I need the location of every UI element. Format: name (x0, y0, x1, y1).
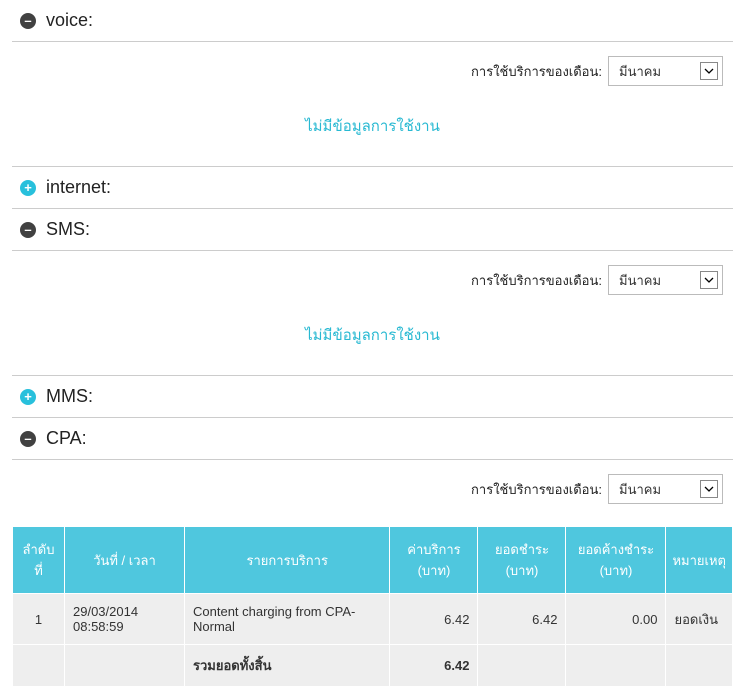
section-title: voice: (46, 10, 93, 31)
section-header-voice[interactable]: – voice: (12, 0, 733, 42)
panel-sms: การใช้บริการของเดือน: มีนาคม ไม่มีข้อมูล… (12, 251, 733, 376)
section-title: internet: (46, 177, 111, 198)
panel-cpa: การใช้บริการของเดือน: มีนาคม ลำดับที่ วั… (12, 460, 733, 687)
cell-empty (65, 645, 185, 687)
chevron-down-icon (700, 480, 718, 498)
section-header-sms[interactable]: – SMS: (12, 208, 733, 251)
cell-empty (13, 645, 65, 687)
cell-desc: Content charging from CPA-Normal (185, 594, 390, 645)
cell-total-fee: 6.42 (390, 645, 478, 687)
col-note: หมายเหตุ (666, 527, 733, 594)
col-seq: ลำดับที่ (13, 527, 65, 594)
cell-empty (666, 645, 733, 687)
section-header-internet[interactable]: + internet: (12, 167, 733, 208)
cell-empty (566, 645, 666, 687)
cell-paid: 6.42 (478, 594, 566, 645)
cell-outstanding: 0.00 (566, 594, 666, 645)
month-select[interactable]: มีนาคม (608, 265, 723, 295)
expand-icon: + (20, 180, 36, 196)
no-data-message: ไม่มีข้อมูลการใช้งาน (12, 86, 733, 138)
chevron-down-icon (700, 271, 718, 289)
col-fee: ค่าบริการ (บาท) (390, 527, 478, 594)
col-datetime: วันที่ / เวลา (65, 527, 185, 594)
section-header-mms[interactable]: + MMS: (12, 376, 733, 417)
month-selector-row: การใช้บริการของเดือน: มีนาคม (12, 54, 733, 86)
col-outstanding: ยอดค้างชำระ (บาท) (566, 527, 666, 594)
col-desc: รายการบริการ (185, 527, 390, 594)
expand-icon: + (20, 389, 36, 405)
table-total-row: รวมยอดทั้งสิ้น 6.42 (13, 645, 733, 687)
cell-seq: 1 (13, 594, 65, 645)
month-selector-row: การใช้บริการของเดือน: มีนาคม (12, 263, 733, 295)
section-title: CPA: (46, 428, 87, 449)
month-value: มีนาคม (619, 479, 661, 500)
section-header-cpa[interactable]: – CPA: (12, 417, 733, 460)
cell-datetime: 29/03/2014 08:58:59 (65, 594, 185, 645)
no-data-message: ไม่มีข้อมูลการใช้งาน (12, 295, 733, 347)
month-select[interactable]: มีนาคม (608, 474, 723, 504)
panel-voice: การใช้บริการของเดือน: มีนาคม ไม่มีข้อมูล… (12, 42, 733, 167)
col-paid: ยอดชำระ (บาท) (478, 527, 566, 594)
collapse-icon: – (20, 13, 36, 29)
table-header-row: ลำดับที่ วันที่ / เวลา รายการบริการ ค่าบ… (13, 527, 733, 594)
month-label: การใช้บริการของเดือน: (471, 270, 602, 291)
month-selector-row: การใช้บริการของเดือน: มีนาคม (12, 472, 733, 504)
cell-note: ยอดเงิน (666, 594, 733, 645)
section-title: MMS: (46, 386, 93, 407)
table-row: 1 29/03/2014 08:58:59 Content charging f… (13, 594, 733, 645)
section-title: SMS: (46, 219, 90, 240)
cpa-table: ลำดับที่ วันที่ / เวลา รายการบริการ ค่าบ… (12, 526, 733, 687)
month-value: มีนาคม (619, 61, 661, 82)
month-select[interactable]: มีนาคม (608, 56, 723, 86)
chevron-down-icon (700, 62, 718, 80)
collapse-icon: – (20, 222, 36, 238)
cell-empty (478, 645, 566, 687)
month-label: การใช้บริการของเดือน: (471, 61, 602, 82)
cell-total-label: รวมยอดทั้งสิ้น (185, 645, 390, 687)
collapse-icon: – (20, 431, 36, 447)
month-label: การใช้บริการของเดือน: (471, 479, 602, 500)
month-value: มีนาคม (619, 270, 661, 291)
cell-fee: 6.42 (390, 594, 478, 645)
